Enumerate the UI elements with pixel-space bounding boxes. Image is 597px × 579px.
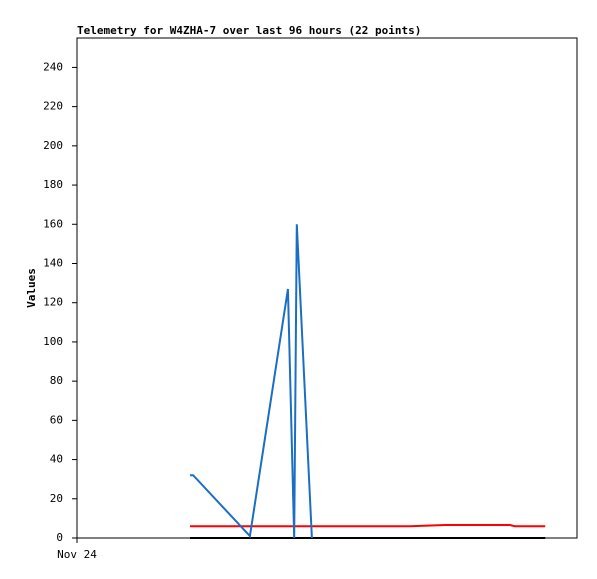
y-tick-label: 220 [43,100,63,113]
series-line [190,224,313,539]
plot-frame [76,37,578,539]
y-tick-label: 100 [43,335,63,348]
chart-title: Telemetry for W4ZHA-7 over last 96 hours… [77,24,421,37]
y-tick-label: 60 [50,413,63,426]
y-tick-label: 40 [50,453,63,466]
y-tick-label: 240 [43,60,63,73]
y-tick-label: 0 [56,531,63,544]
y-tick-label: 160 [43,217,63,230]
y-tick-label: 80 [50,374,63,387]
y-tick-label: 140 [43,256,63,269]
y-axis-label: Values [25,268,38,308]
series-line [190,524,546,528]
x-tick-label: Nov 24 [57,548,97,561]
y-tick-label: 20 [50,492,63,505]
y-tick-label: 180 [43,178,63,191]
y-tick-label: 120 [43,296,63,309]
y-tick-label: 200 [43,139,63,152]
